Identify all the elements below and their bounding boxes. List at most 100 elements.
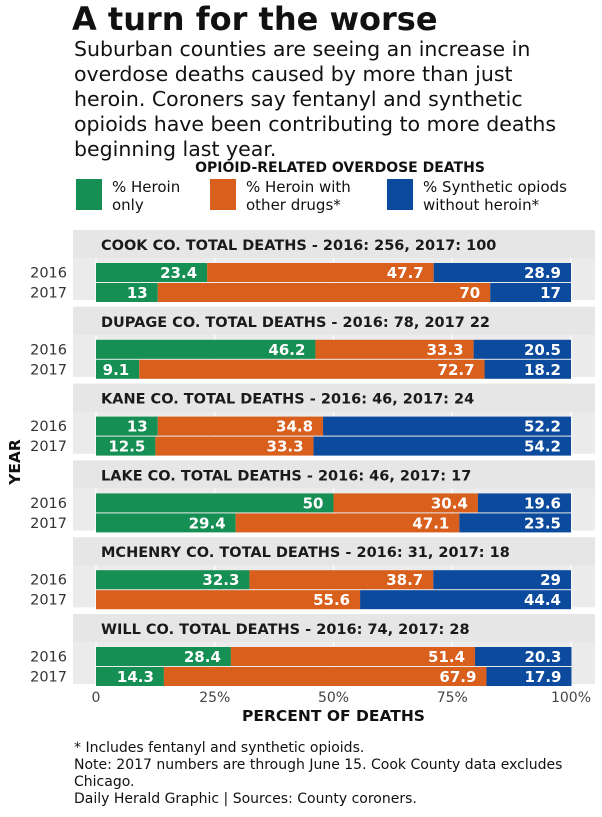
data-label: 12.5	[108, 438, 145, 456]
data-label: 17.9	[524, 668, 561, 686]
bar-segment	[96, 590, 361, 610]
bar-segment	[315, 339, 474, 359]
y-tick-label: 2017	[30, 516, 67, 532]
chart-title: A turn for the worse	[72, 0, 438, 38]
data-label: 33.3	[427, 341, 464, 359]
bar-segment	[477, 493, 571, 513]
data-label: 19.6	[524, 494, 561, 512]
legend-swatch	[210, 179, 236, 210]
footnotes: * Includes fentanyl and synthetic opioid…	[74, 740, 594, 808]
data-label: 13	[127, 284, 148, 302]
data-label: 23.5	[524, 514, 561, 532]
stacked-bar-chart: COOK CO. TOTAL DEATHS - 2016: 256, 2017:…	[6, 230, 595, 725]
y-tick-label: 2017	[30, 670, 67, 686]
bar-segment	[96, 513, 236, 533]
y-tick-label: 2017	[30, 439, 67, 455]
data-label: 20.5	[524, 341, 561, 359]
data-label: 20.3	[524, 648, 561, 666]
x-tick-label: 25%	[199, 690, 230, 706]
bar-segment	[360, 590, 571, 610]
footnote-definition: * Includes fentanyl and synthetic opioid…	[74, 740, 365, 756]
bar-segment	[163, 667, 487, 686]
data-label: 70	[459, 284, 480, 302]
bar-segment	[433, 263, 571, 282]
bar-segment	[207, 263, 434, 282]
legend-label: % Heroin with other drugs*	[246, 178, 351, 214]
data-label: 55.6	[313, 591, 350, 609]
bar-segment	[486, 667, 572, 686]
data-label: 72.7	[438, 361, 475, 379]
x-tick-label: 75%	[437, 690, 468, 706]
legend-label: % Heroin only	[112, 178, 181, 214]
bar-segment	[157, 283, 491, 302]
data-label: 18.2	[524, 361, 561, 379]
footnote-note: Note: 2017 numbers are through June 15. …	[74, 757, 563, 790]
bar-segment	[157, 416, 324, 436]
panel-title: WILL CO. TOTAL DEATHS - 2016: 74, 2017: …	[101, 622, 470, 638]
data-label: 50	[303, 494, 324, 512]
y-tick-label: 2017	[30, 593, 67, 609]
bar-segment	[490, 283, 571, 302]
bar-segment	[484, 359, 571, 379]
data-label: 30.4	[431, 494, 468, 512]
bar-segment	[96, 416, 158, 436]
data-label: 33.3	[267, 438, 304, 456]
bar-segment	[475, 647, 572, 666]
bar-segment	[433, 570, 571, 590]
x-tick-label: 100%	[551, 690, 591, 706]
legend-swatch	[387, 179, 413, 210]
data-label: 46.2	[268, 341, 305, 359]
panel-title: LAKE CO. TOTAL DEATHS - 2016: 46, 2017: …	[101, 468, 471, 484]
data-label: 52.2	[524, 418, 561, 436]
data-label: 28.9	[524, 264, 561, 282]
y-tick-label: 2016	[30, 496, 67, 512]
bar-segment	[230, 647, 476, 666]
bar-segment	[96, 493, 334, 513]
y-axis-title: YEAR	[6, 439, 24, 486]
legend-swatch	[76, 179, 102, 210]
data-label: 14.3	[117, 668, 154, 686]
y-tick-label: 2017	[30, 362, 67, 378]
data-label: 67.9	[439, 668, 476, 686]
data-label: 9.1	[103, 361, 130, 379]
bar-segment	[96, 436, 156, 456]
bar-segment	[96, 263, 208, 282]
y-tick-label: 2016	[30, 266, 67, 282]
bar-segment	[96, 570, 250, 590]
data-label: 29.4	[189, 514, 226, 532]
data-label: 23.4	[160, 264, 197, 282]
data-label: 29	[540, 571, 561, 589]
y-tick-label: 2016	[30, 573, 67, 589]
bar-segment	[96, 339, 316, 359]
data-label: 54.2	[524, 438, 561, 456]
bar-segment	[249, 570, 434, 590]
bar-segment	[96, 647, 231, 666]
y-tick-label: 2016	[30, 342, 67, 358]
x-tick-label: 0	[92, 690, 101, 706]
y-tick-label: 2016	[30, 650, 67, 666]
bar-segment	[139, 359, 485, 379]
data-label: 17	[540, 284, 561, 302]
panel-title: DUPAGE CO. TOTAL DEATHS - 2016: 78, 2017…	[101, 315, 490, 331]
y-tick-label: 2016	[30, 419, 67, 435]
chart-subtitle: Suburban counties are seeing an increase…	[74, 37, 557, 161]
bar-segment	[155, 436, 314, 456]
bar-segment	[96, 359, 140, 379]
panel-title: COOK CO. TOTAL DEATHS - 2016: 256, 2017:…	[101, 238, 496, 254]
data-label: 44.4	[524, 591, 561, 609]
data-label: 34.8	[276, 418, 313, 436]
y-tick-label: 2017	[30, 286, 67, 302]
legend-label: % Synthetic opiods without heroin*	[423, 178, 567, 214]
data-label: 28.4	[184, 648, 221, 666]
x-axis-title: PERCENT OF DEATHS	[242, 707, 425, 725]
bar-segment	[313, 436, 571, 456]
data-label: 32.3	[202, 571, 239, 589]
panel-title: KANE CO. TOTAL DEATHS - 2016: 46, 2017: …	[101, 392, 474, 408]
bar-segment	[459, 513, 571, 533]
bar-segment	[96, 283, 158, 302]
x-tick-label: 50%	[318, 690, 349, 706]
data-label: 38.7	[386, 571, 423, 589]
data-label: 13	[127, 418, 148, 436]
data-label: 47.7	[387, 264, 424, 282]
footnote-source: Daily Herald Graphic | Sources: County c…	[74, 791, 417, 807]
